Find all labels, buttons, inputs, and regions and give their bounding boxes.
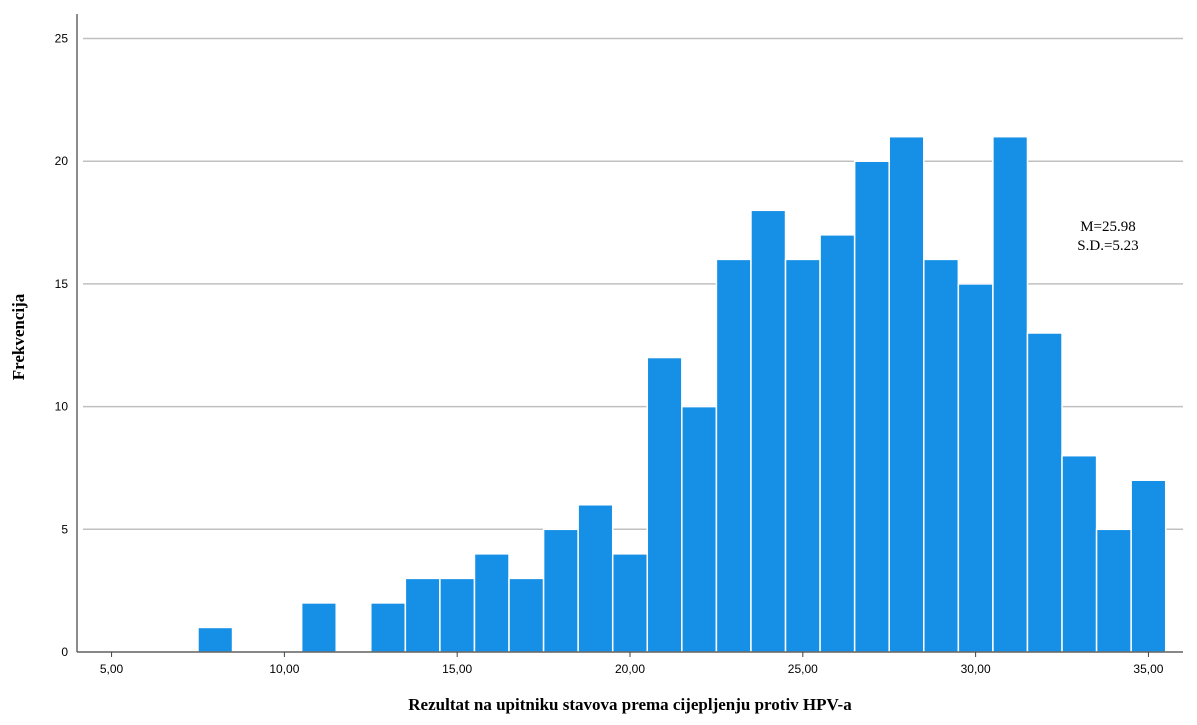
y-tick-label: 15 (55, 277, 69, 291)
histogram-bar (819, 234, 856, 653)
histogram-bar (784, 258, 821, 653)
histogram-bar (715, 258, 752, 653)
histogram-bar (197, 626, 234, 653)
x-axis-title: Rezultat na upitniku stavova prema cijep… (408, 695, 852, 714)
histogram-bar (508, 577, 545, 653)
y-tick-label: 5 (61, 522, 68, 536)
histogram-bar (542, 528, 579, 653)
x-tick-label: 20,00 (615, 662, 645, 676)
histogram-bar (957, 283, 994, 653)
bars (197, 135, 1167, 653)
x-tick-label: 30,00 (961, 662, 991, 676)
y-tick-labels: 0 5 10 15 20 25 (55, 32, 69, 659)
histogram-bar (439, 577, 476, 653)
y-tick-label: 0 (61, 645, 68, 659)
x-tick-label: 25,00 (788, 662, 818, 676)
x-tick-label: 5,00 (100, 662, 124, 676)
x-tick-label: 35,00 (1133, 662, 1163, 676)
histogram-bar (611, 553, 649, 653)
histogram-bar (1026, 332, 1063, 653)
y-axis-title: Frekvencija (9, 293, 28, 380)
sd-annotation: S.D.=5.23 (1077, 238, 1138, 254)
x-tick-label: 15,00 (442, 662, 472, 676)
histogram-bar (646, 356, 683, 653)
x-tick-labels: 5,00 10,00 15,00 20,00 25,00 30,00 35,00 (100, 652, 1164, 676)
y-tick-label: 25 (55, 32, 69, 46)
histogram-bar (473, 553, 510, 653)
histogram-bar (750, 209, 787, 653)
mean-annotation: M=25.98 (1080, 219, 1136, 235)
histogram-bar (888, 135, 925, 653)
histogram-bar (681, 405, 718, 653)
x-tick-label: 10,00 (269, 662, 299, 676)
histogram-bar (370, 602, 407, 653)
histogram-bar (300, 602, 337, 653)
histogram-bar (853, 160, 890, 653)
histogram-bar (992, 135, 1029, 653)
histogram-bar (577, 504, 614, 653)
y-tick-label: 10 (55, 400, 69, 414)
histogram-bar (923, 258, 960, 653)
histogram-bar (404, 577, 441, 653)
histogram-bar (1061, 454, 1098, 653)
histogram-bar (1130, 479, 1167, 653)
histogram-bar (1095, 528, 1132, 653)
y-tick-label: 20 (55, 154, 69, 168)
